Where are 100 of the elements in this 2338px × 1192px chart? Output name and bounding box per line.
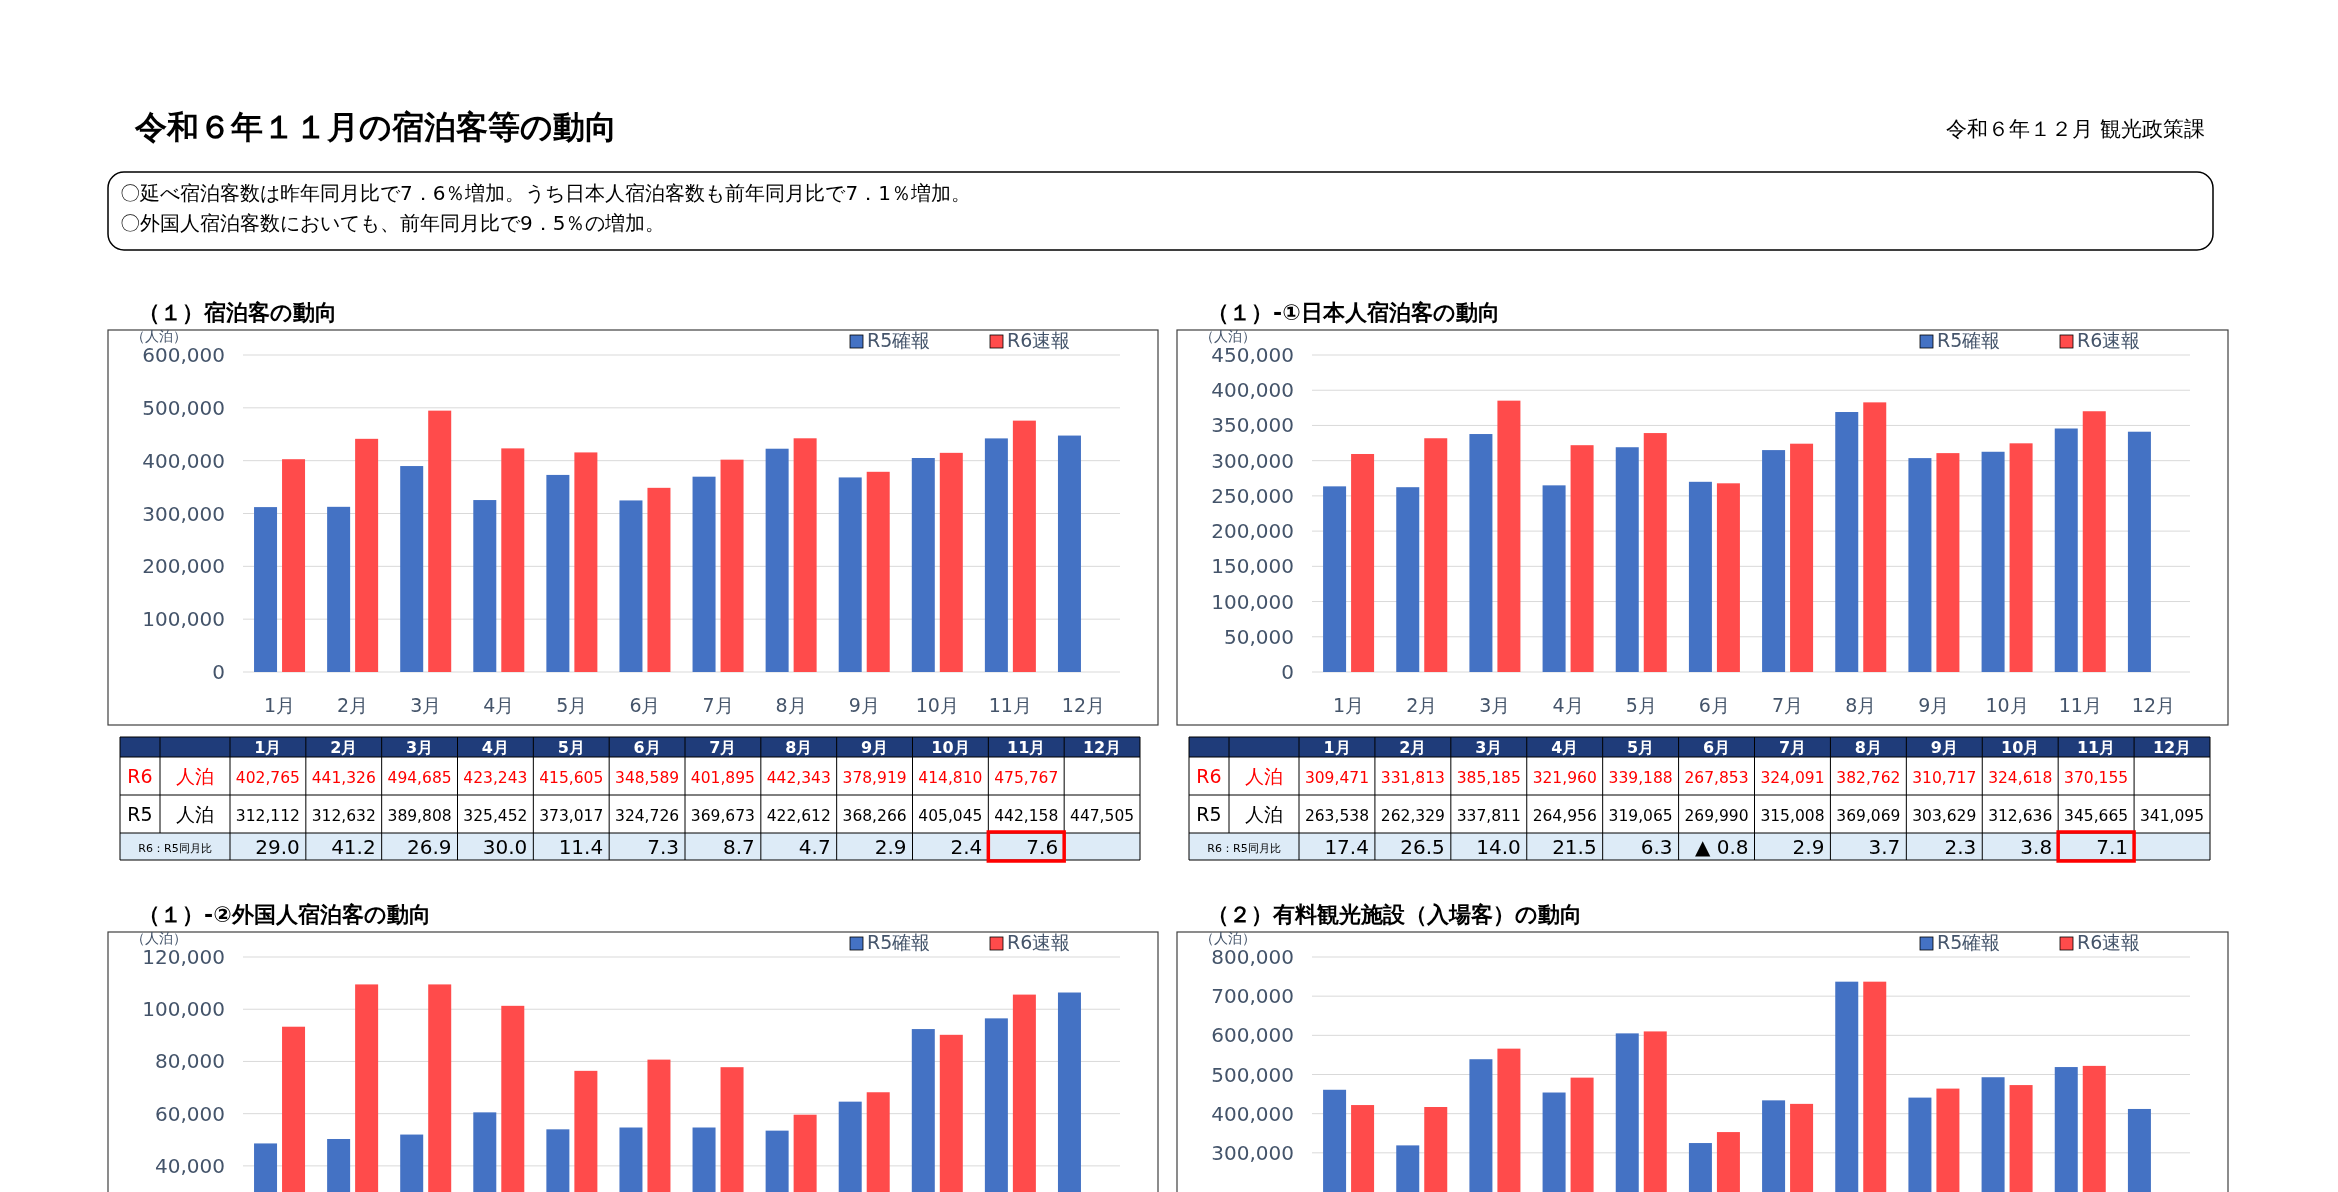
legend-label: R6速報 bbox=[2077, 329, 2141, 351]
y-tick-label: 400,000 bbox=[1211, 378, 1294, 403]
bar bbox=[1396, 487, 1420, 672]
bar bbox=[1762, 450, 1786, 672]
y-tick-label: 40,000 bbox=[155, 1153, 225, 1178]
text: 3.7 bbox=[1868, 835, 1901, 859]
y-tick-label: 100,000 bbox=[142, 607, 225, 632]
data-label: 389,808 bbox=[387, 807, 452, 825]
text: 11.4 bbox=[558, 835, 604, 859]
category-label: 9月 bbox=[861, 738, 889, 757]
text: 2.9 bbox=[1792, 835, 1825, 859]
x-tick-label: 4月 bbox=[1552, 694, 1584, 716]
y-tick-label: 600,000 bbox=[1211, 1023, 1294, 1048]
text: 14.0 bbox=[1476, 835, 1521, 859]
data-label: 373,017 bbox=[539, 807, 604, 825]
data-label: 341,095 bbox=[2139, 807, 2205, 825]
bar bbox=[1424, 438, 1448, 672]
y-tick-label: 200,000 bbox=[1211, 519, 1294, 544]
category-label: 1月 bbox=[1323, 738, 1351, 757]
category-label: 3月 bbox=[406, 738, 434, 757]
text: 21.5 bbox=[1552, 835, 1597, 859]
data-label: 348,589 bbox=[615, 769, 680, 787]
y-tick-label: 450,000 bbox=[1211, 343, 1294, 367]
x-tick-label: 8月 bbox=[775, 694, 807, 716]
data-label: 442,343 bbox=[766, 769, 831, 787]
data-label: 382,762 bbox=[1836, 769, 1901, 787]
x-tick-label: 9月 bbox=[1918, 694, 1950, 716]
y-tick-label: 700,000 bbox=[1211, 984, 1294, 1009]
bar bbox=[765, 448, 789, 672]
y-tick-label: 200,000 bbox=[142, 554, 225, 579]
x-tick-label: 1月 bbox=[263, 694, 296, 716]
data-label: 269,990 bbox=[1684, 807, 1749, 825]
category-label: 10月 bbox=[931, 738, 970, 757]
text: 2.9 bbox=[874, 835, 907, 859]
data-label: 312,112 bbox=[235, 807, 300, 825]
y-tick-label: 50,000 bbox=[1224, 624, 1294, 649]
text: R6：R5同月比 bbox=[1207, 842, 1281, 855]
x-tick-label: 12月 bbox=[2131, 694, 2176, 716]
bar bbox=[1057, 435, 1081, 672]
category-label: 12月 bbox=[2152, 738, 2192, 757]
x-tick-label: 3月 bbox=[1479, 694, 1511, 716]
text: 17.4 bbox=[1324, 835, 1369, 859]
text: 7.1 bbox=[2096, 835, 2129, 859]
y-tick-label: 400,000 bbox=[142, 448, 225, 473]
text: 令和６年１２月 観光政策課 bbox=[1946, 117, 2205, 141]
bar bbox=[2009, 443, 2033, 672]
text: 〇延べ宿泊客数は昨年同月比で7．6％増加。うち日本人宿泊客数も前年同月比で7．1％増加。 bbox=[120, 181, 971, 205]
text: 人泊 bbox=[1245, 803, 1283, 825]
bar bbox=[254, 507, 278, 672]
legend-label: R5確報 bbox=[867, 931, 931, 953]
x-tick-label: 7月 bbox=[702, 694, 734, 716]
text: 3.8 bbox=[2020, 835, 2053, 859]
y-tick-label: 800,000 bbox=[1211, 945, 1294, 969]
data-label: 324,726 bbox=[615, 807, 680, 825]
legend-label: R5確報 bbox=[867, 329, 931, 351]
bar bbox=[282, 459, 306, 672]
data-label: 369,673 bbox=[690, 807, 755, 825]
category-label: 3月 bbox=[1475, 738, 1503, 757]
data-label: 370,155 bbox=[2064, 769, 2129, 787]
bar bbox=[2082, 411, 2106, 672]
text: 人泊 bbox=[176, 765, 214, 787]
data-label: 264,956 bbox=[1532, 807, 1597, 825]
y-tick-label: 500,000 bbox=[142, 395, 225, 420]
data-label: 402,765 bbox=[235, 769, 300, 787]
category-label: 4月 bbox=[1551, 738, 1579, 757]
data-label: 263,538 bbox=[1304, 807, 1370, 825]
chart-title: （２）有料観光施設（入場客）の動向 bbox=[1207, 902, 1582, 927]
text: 30.0 bbox=[482, 835, 528, 859]
category-label: 11月 bbox=[1007, 738, 1046, 757]
y-axis-title: （人泊） bbox=[131, 930, 187, 946]
bar bbox=[720, 459, 744, 672]
data-label: 262,329 bbox=[1380, 807, 1445, 825]
x-tick-label: 6月 bbox=[629, 694, 661, 716]
legend-label: R5確報 bbox=[1937, 931, 2001, 953]
bar bbox=[1615, 447, 1639, 672]
data-label: 345,665 bbox=[2064, 807, 2129, 825]
text: 41.2 bbox=[331, 835, 376, 859]
data-label: 494,685 bbox=[387, 769, 452, 787]
data-label: 303,629 bbox=[1912, 807, 1977, 825]
text: 2.4 bbox=[950, 835, 983, 859]
y-axis-title: （人泊） bbox=[1200, 328, 1256, 344]
text: 4.7 bbox=[798, 835, 831, 859]
bar bbox=[1863, 402, 1887, 672]
bar bbox=[866, 471, 890, 672]
text: 26.9 bbox=[406, 835, 452, 859]
data-label: 324,091 bbox=[1760, 769, 1825, 787]
y-tick-label: 100,000 bbox=[142, 997, 225, 1022]
bar bbox=[692, 476, 716, 672]
bar bbox=[1012, 420, 1036, 672]
bar bbox=[1936, 453, 1960, 672]
bar bbox=[501, 448, 525, 672]
bar bbox=[1908, 458, 1932, 672]
data-label: 368,266 bbox=[842, 807, 907, 825]
chart-title: （１）-①日本人宿泊客の動向 bbox=[1207, 300, 1500, 325]
x-tick-label: 4月 bbox=[483, 694, 515, 716]
y-tick-label: 250,000 bbox=[1211, 483, 1294, 508]
y-tick-label: 0 bbox=[212, 660, 225, 684]
bar bbox=[2054, 428, 2078, 672]
category-label: 11月 bbox=[2076, 738, 2116, 757]
y-tick-label: 400,000 bbox=[1211, 1101, 1294, 1126]
